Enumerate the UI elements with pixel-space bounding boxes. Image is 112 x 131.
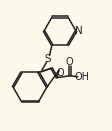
Text: OH: OH bbox=[75, 72, 90, 82]
Text: O: O bbox=[65, 57, 73, 67]
Text: S: S bbox=[45, 54, 51, 64]
Text: N: N bbox=[75, 26, 83, 36]
Text: O: O bbox=[57, 68, 64, 78]
